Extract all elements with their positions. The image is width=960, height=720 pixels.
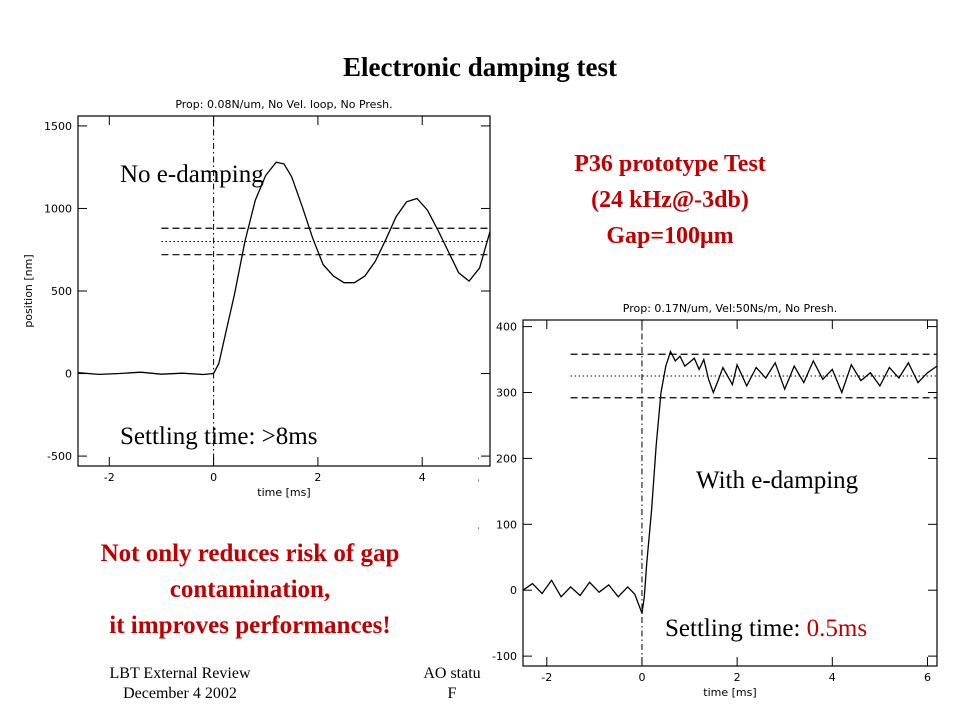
- prototype-bandwidth: (24 kHz@-3db): [591, 187, 749, 213]
- chart1-title: Prop: 0.08N/um, No Vel. loop, No Presh.: [175, 98, 392, 111]
- chart2-title: Prop: 0.17N/um, Vel:50Ns/m, No Presh.: [623, 302, 837, 315]
- chart1-ytick-label: 1500: [44, 120, 72, 133]
- conclusion-line-2: contamination,: [169, 576, 331, 603]
- chart2-settling-label: Settling time: 0.5ms: [665, 615, 867, 642]
- prototype-gap: Gap=100μm: [606, 223, 734, 249]
- chart2-ytick-label: 300: [496, 386, 517, 399]
- chart2-ytick-label: 0: [510, 584, 517, 597]
- footer-mid: AO statu F: [352, 664, 552, 704]
- chart1-settling-text: Settling time: >8ms: [120, 423, 317, 450]
- prototype-info: P36 prototype Test (24 kHz@-3db) Gap=100…: [515, 146, 825, 254]
- chart1-xtick-label: 0: [210, 471, 217, 484]
- chart-with-damping: Prop: 0.17N/um, Vel:50Ns/m, No Presh. -10…: [478, 294, 950, 704]
- chart1-ytick-label: 1000: [44, 202, 72, 215]
- chart2-ytick-label: 100: [496, 518, 517, 531]
- conclusion-line-1: Not only reduces risk of gap: [100, 540, 400, 567]
- chart1-xtick-label: 4: [419, 471, 426, 484]
- footer-date: December 4 2002: [123, 685, 237, 702]
- chart2-ylabel: position [nm]: [478, 456, 480, 529]
- chart2-frame: [522, 319, 938, 667]
- chart1-xlabel: time [ms]: [257, 486, 310, 498]
- chart2-series-line: [522, 349, 938, 614]
- footer-review: LBT External Review: [109, 665, 251, 682]
- chart2-ytick-label: 400: [496, 321, 517, 334]
- chart1-xtick-label: -2: [104, 471, 115, 484]
- chart1-ylabel: position [nm]: [22, 254, 35, 327]
- footer-status: AO statu: [423, 665, 481, 682]
- conclusion-text: Not only reduces risk of gap contaminati…: [30, 536, 470, 644]
- chart1-annotation-label: No e-damping: [120, 161, 264, 188]
- chart-no-damping-svg: Prop: 0.08N/um, No Vel. loop, No Presh. -…: [22, 98, 491, 498]
- chart2-xtick-label: 0: [638, 671, 645, 684]
- chart1-ytick-label: 500: [51, 285, 72, 298]
- chart1-settling-label: Settling time: >8ms: [120, 423, 317, 450]
- chart2-ytick-label: 200: [496, 452, 517, 465]
- footer-left: LBT External Review December 4 2002: [60, 664, 300, 704]
- chart-no-damping: Prop: 0.08N/um, No Vel. loop, No Presh. -…: [0, 98, 495, 498]
- chart1-ytick-label: 0: [65, 368, 72, 381]
- footer-fragment: F: [447, 685, 457, 702]
- chart2-settling-text: Settling time:: [665, 615, 800, 642]
- chart2-settling-value: 0.5ms: [800, 615, 867, 642]
- chart-with-damping-svg: Prop: 0.17N/um, Vel:50Ns/m, No Presh. -10…: [478, 302, 938, 699]
- chart1-xtick-label: 2: [314, 471, 321, 484]
- chart2-annotation-label: With e-damping: [696, 467, 859, 494]
- chart2-xlabel: time [ms]: [703, 686, 756, 699]
- chart1-series-line: [77, 161, 491, 376]
- chart2-xtick-label: -2: [541, 671, 552, 684]
- slide-title: Electronic damping test: [343, 52, 617, 82]
- chart2-xtick-label: 2: [734, 671, 741, 684]
- chart2-xtick-label: 4: [829, 671, 836, 684]
- prototype-name: P36 prototype Test: [574, 151, 766, 177]
- conclusion-line-3: it improves performances!: [109, 612, 391, 639]
- chart1-ytick-label: -500: [47, 450, 72, 463]
- chart2-xtick-label: 6: [924, 671, 931, 684]
- chart2-ytick-label: -100: [492, 650, 517, 663]
